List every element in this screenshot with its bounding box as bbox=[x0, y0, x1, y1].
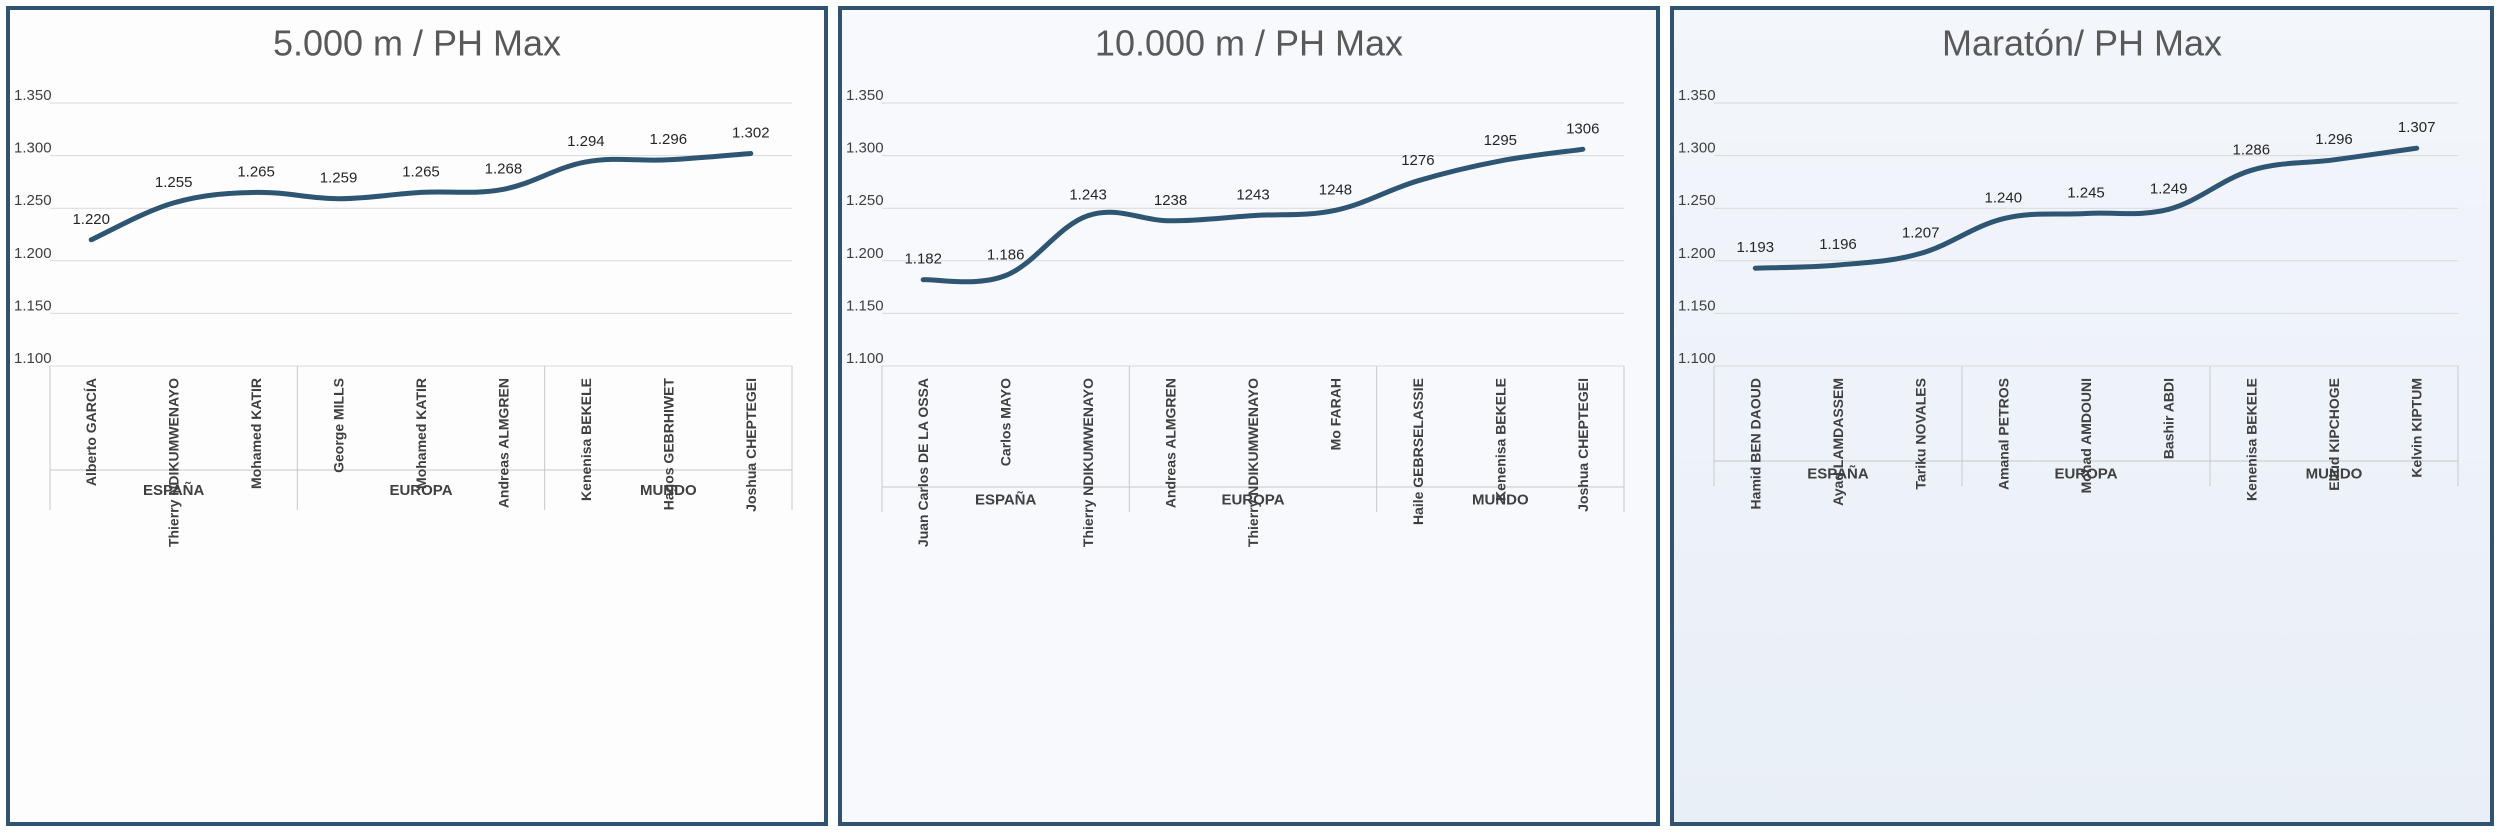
x-tick-label: Thierry NDIKUMWENAYO bbox=[166, 378, 182, 547]
y-tick-label: 1.150 bbox=[14, 297, 52, 314]
x-tick-label: Kenenisa BEKELE bbox=[2243, 378, 2259, 501]
data-label: 1.245 bbox=[2067, 184, 2105, 201]
y-tick-label: 1.150 bbox=[846, 297, 884, 314]
data-label: 1.265 bbox=[237, 163, 275, 180]
group-label: ESPAÑA bbox=[143, 481, 205, 499]
data-label: 1.294 bbox=[567, 133, 605, 150]
group-label: MUNDO bbox=[1472, 492, 1529, 509]
data-label: 1306 bbox=[1566, 120, 1599, 137]
x-tick-label: Mo FARAH bbox=[1327, 378, 1343, 450]
y-tick-label: 1.100 bbox=[14, 350, 52, 367]
data-label: 1.196 bbox=[1819, 236, 1857, 253]
data-label: 1.296 bbox=[650, 131, 688, 148]
data-label: 1.265 bbox=[402, 163, 440, 180]
y-tick-label: 1.300 bbox=[14, 140, 52, 157]
x-tick-label: Haile GEBRSELASSIE bbox=[1410, 378, 1426, 525]
data-label: 1.207 bbox=[1902, 224, 1940, 241]
data-label: 1243 bbox=[1236, 187, 1269, 204]
data-label: 1.296 bbox=[2315, 131, 2353, 148]
data-label: 1.249 bbox=[2150, 180, 2188, 197]
y-tick-label: 1.100 bbox=[1678, 350, 1716, 367]
y-tick-label: 1.200 bbox=[14, 245, 52, 262]
data-label: 1248 bbox=[1319, 181, 1352, 198]
chart-title: 10.000 m / PH Max bbox=[1095, 23, 1403, 64]
x-tick-label: Kenenisa BEKELE bbox=[578, 378, 594, 501]
group-label: MUNDO bbox=[2306, 466, 2363, 483]
x-tick-label: Alberto GARCÍA bbox=[83, 378, 99, 486]
data-label: 1.243 bbox=[1069, 187, 1107, 204]
data-label: 1.307 bbox=[2398, 119, 2436, 136]
series-line bbox=[88, 151, 754, 243]
series-line bbox=[920, 146, 1586, 285]
x-tick-label: Ayad LAMDASSEM bbox=[1830, 378, 1846, 506]
group-label: EUROPA bbox=[389, 482, 452, 499]
data-label: 1295 bbox=[1484, 132, 1517, 149]
y-tick-label: 1.250 bbox=[1678, 192, 1716, 209]
chart-panel-5000m: 5.000 m / PH Max 1.100 1.150 1.200 1.250 1.30… bbox=[6, 6, 828, 826]
data-label: 1.268 bbox=[485, 160, 523, 177]
chart-title: 5.000 m / PH Max bbox=[273, 23, 561, 64]
data-label: 1.259 bbox=[320, 170, 358, 187]
x-tick-label: Andreas ALMGREN bbox=[1163, 378, 1179, 508]
x-tick-label: Mohad AMDOUNI bbox=[2078, 378, 2094, 493]
y-tick-label: 1.150 bbox=[1678, 297, 1716, 314]
x-tick-label: Amanal PETROS bbox=[1995, 378, 2011, 490]
y-tick-label: 1.250 bbox=[846, 192, 884, 209]
x-tick-label: Tariku NOVALES bbox=[1913, 378, 1929, 490]
x-tick-label: Kenenisa BEKELE bbox=[1492, 378, 1508, 501]
group-label: EUROPA bbox=[2054, 466, 2117, 483]
x-tick-label: Carlos MAYO bbox=[998, 378, 1014, 466]
y-tick-label: 1.200 bbox=[846, 245, 884, 262]
x-tick-label: Thierry NDIKUMWENAYO bbox=[1245, 378, 1261, 547]
data-label: 1238 bbox=[1154, 192, 1187, 209]
x-tick-label: Mohamed KATIR bbox=[413, 378, 429, 489]
data-label: 1.186 bbox=[987, 247, 1025, 264]
y-tick-label: 1.300 bbox=[846, 140, 884, 157]
data-label: 1.193 bbox=[1737, 239, 1775, 256]
x-tick-label: Andreas ALMGREN bbox=[495, 378, 511, 508]
x-tick-label: Eliud KIPCHOGE bbox=[2326, 378, 2342, 491]
chart-panel-maraton: Maratón/ PH Max 1.100 1.150 1.200 1.250 1.300… bbox=[1670, 6, 2494, 826]
y-tick-label: 1.350 bbox=[14, 87, 52, 104]
y-tick-label: 1.250 bbox=[14, 192, 52, 209]
x-tick-label: Kelvin KIPTUM bbox=[2409, 378, 2425, 478]
group-label: EUROPA bbox=[1221, 492, 1284, 509]
y-tick-label: 1.350 bbox=[846, 87, 884, 104]
data-label: 1.302 bbox=[732, 124, 770, 141]
y-tick-label: 1.100 bbox=[846, 350, 884, 367]
x-tick-label: Mohamed KATIR bbox=[248, 378, 264, 489]
data-label: 1.182 bbox=[904, 251, 942, 268]
group-label: ESPAÑA bbox=[1807, 465, 1869, 483]
x-tick-label: Bashir ABDI bbox=[2161, 378, 2177, 459]
chart-panel-10000m: 10.000 m / PH Max 1.100 1.150 1.200 1.250 1.3… bbox=[838, 6, 1660, 826]
x-tick-label: Juan Carlos DE LA OSSA bbox=[915, 378, 931, 547]
y-tick-label: 1.350 bbox=[1678, 87, 1716, 104]
series-line bbox=[1752, 145, 2420, 271]
group-label: ESPAÑA bbox=[975, 491, 1037, 509]
y-tick-label: 1.200 bbox=[1678, 245, 1716, 262]
data-label: 1.286 bbox=[2233, 141, 2271, 158]
x-tick-label: Thierry NDIKUMWENAYO bbox=[1080, 378, 1096, 547]
x-tick-label: Hagos GEBRHIWET bbox=[660, 378, 676, 511]
x-tick-label: Hamid BEN DAOUD bbox=[1747, 378, 1763, 509]
data-label: 1.240 bbox=[1985, 190, 2023, 207]
data-label: 1276 bbox=[1401, 152, 1434, 169]
chart-svg: 10.000 m / PH Max 1.100 1.150 1.200 1.250 1.3… bbox=[846, 23, 1625, 547]
x-tick-label: George MILLS bbox=[331, 378, 347, 473]
chart-svg: Maratón/ PH Max 1.100 1.150 1.200 1.250 1.300… bbox=[1678, 23, 2459, 509]
chart-svg: 5.000 m / PH Max 1.100 1.150 1.200 1.250 1.30… bbox=[14, 23, 793, 547]
y-tick-label: 1.300 bbox=[1678, 140, 1716, 157]
data-label: 1.255 bbox=[155, 174, 193, 191]
x-tick-label: Joshua CHEPTEGEI bbox=[743, 378, 759, 512]
group-label: MUNDO bbox=[640, 482, 697, 499]
data-label: 1.220 bbox=[72, 211, 110, 228]
chart-title: Maratón/ PH Max bbox=[1942, 23, 2222, 64]
x-tick-label: Joshua CHEPTEGEI bbox=[1575, 378, 1591, 512]
